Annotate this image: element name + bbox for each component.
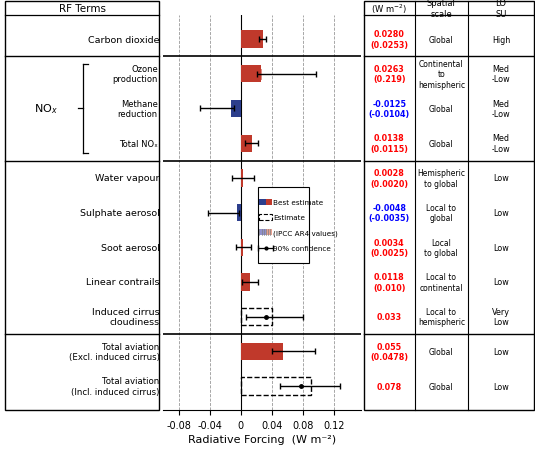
Bar (231, 101, 241, 118)
Text: Induced cirrus
cloudiness: Induced cirrus cloudiness (92, 307, 159, 327)
Text: 0.0138
(0.0115): 0.0138 (0.0115) (370, 134, 408, 153)
Bar (241, 277, 249, 287)
Text: Total NOₓ: Total NOₓ (119, 139, 158, 148)
Text: 0.0263
(0.219): 0.0263 (0.219) (373, 65, 406, 84)
Bar (241, 243, 243, 253)
Text: Low: Low (493, 382, 509, 391)
Text: Local to
continental: Local to continental (419, 273, 463, 292)
Text: 0.033: 0.033 (377, 313, 402, 322)
Bar (241, 32, 263, 49)
Text: Low: Low (493, 209, 509, 217)
Text: Low: Low (493, 243, 509, 252)
Text: NO$_x$: NO$_x$ (34, 102, 57, 116)
Text: (IPCC AR4 values): (IPCC AR4 values) (273, 230, 338, 236)
Text: Global: Global (429, 382, 454, 391)
Text: 90% confidence: 90% confidence (273, 245, 331, 251)
Text: 0.0028
(0.0020): 0.0028 (0.0020) (370, 169, 408, 188)
Bar (241, 70, 261, 79)
Bar (241, 239, 243, 256)
Text: -0.0125
(-0.0104): -0.0125 (-0.0104) (369, 100, 410, 119)
Text: Med
-Low: Med -Low (492, 65, 510, 84)
Bar (258, 187, 309, 263)
Text: Soot aerosol: Soot aerosol (101, 243, 159, 252)
Text: Water vapour: Water vapour (95, 174, 159, 183)
Bar (238, 208, 241, 218)
Text: Continental
to
hemispheric: Continental to hemispheric (418, 60, 465, 89)
Text: Ozone
production: Ozone production (112, 65, 158, 84)
Text: Low: Low (493, 278, 509, 287)
Text: Linear contrails: Linear contrails (86, 278, 159, 287)
Text: Carbon dioxide: Carbon dioxide (88, 36, 159, 45)
Text: 0.0034
(0.0025): 0.0034 (0.0025) (370, 238, 408, 258)
Text: Global: Global (429, 105, 454, 114)
Text: 0.0280
(0.0253): 0.0280 (0.0253) (370, 30, 408, 50)
Bar (237, 204, 241, 222)
Text: Med
-Low: Med -Low (492, 100, 510, 119)
Text: 0.055
(0.0478): 0.055 (0.0478) (370, 342, 408, 361)
Text: Methane
reduction: Methane reduction (118, 100, 158, 119)
Text: 0.078: 0.078 (377, 382, 402, 391)
Bar (241, 308, 272, 326)
Text: Sulphate aerosol: Sulphate aerosol (80, 209, 159, 217)
Text: Local to
global: Local to global (426, 203, 456, 223)
Text: -0.0048
(-0.0035): -0.0048 (-0.0035) (369, 203, 410, 223)
Text: Med
-Low: Med -Low (492, 134, 510, 153)
X-axis label: Radiative Forcing  (W m⁻²): Radiative Forcing (W m⁻²) (188, 434, 336, 444)
Text: Local
to global: Local to global (424, 238, 458, 258)
Text: Hemispheric
to global: Hemispheric to global (417, 169, 465, 188)
Bar (241, 170, 243, 187)
Text: Global: Global (429, 36, 454, 45)
Text: Local to
hemispheric: Local to hemispheric (418, 307, 465, 327)
Text: LO
SU: LO SU (495, 0, 507, 18)
Bar (241, 343, 284, 360)
Text: 0.0118
(0.010): 0.0118 (0.010) (373, 273, 406, 292)
Text: Very
Low: Very Low (492, 307, 510, 327)
Bar (241, 139, 250, 149)
Bar (266, 230, 272, 236)
Bar (241, 135, 251, 152)
Bar (259, 199, 266, 206)
Text: Low: Low (493, 347, 509, 356)
Bar (241, 66, 261, 83)
Text: (W m$^{-2}$): (W m$^{-2}$) (371, 2, 407, 16)
Text: Global: Global (429, 347, 454, 356)
Text: Estimate: Estimate (273, 215, 305, 221)
Text: High: High (492, 36, 510, 45)
Bar (241, 347, 278, 356)
Text: Spatial
scale: Spatial scale (427, 0, 456, 18)
Bar (266, 199, 272, 206)
Bar (233, 104, 241, 114)
Text: RF Terms: RF Terms (59, 4, 106, 14)
Text: Total aviation
(Incl. induced cirrus): Total aviation (Incl. induced cirrus) (71, 377, 159, 396)
Bar (241, 35, 261, 45)
Bar (241, 377, 311, 395)
Bar (259, 230, 266, 236)
Text: Total aviation
(Excl. induced cirrus): Total aviation (Excl. induced cirrus) (68, 342, 159, 361)
Text: Best estimate: Best estimate (273, 199, 324, 205)
Bar (259, 215, 272, 221)
Bar (241, 274, 250, 291)
Bar (241, 174, 242, 183)
Text: Low: Low (493, 174, 509, 183)
Text: Global: Global (429, 139, 454, 148)
